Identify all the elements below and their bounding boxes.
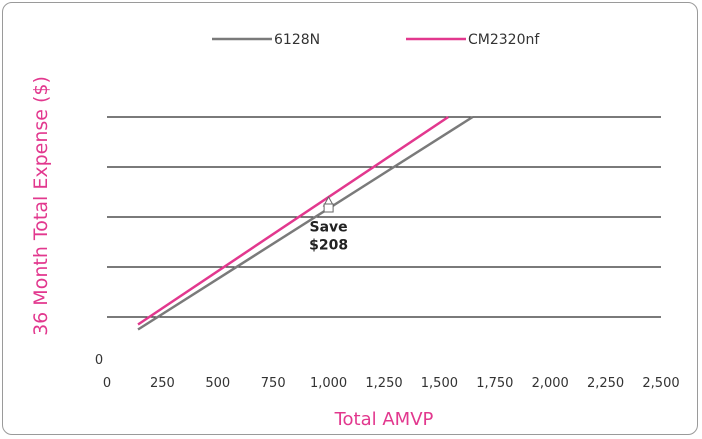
x-tick-500: 500 [205,376,230,391]
annotation: Save $208 [309,220,348,254]
x-tick-1750: 1,750 [476,376,513,391]
x-tick-labels: 0 250 500 750 1,000 1,250 1,500 1,750 2,000 2,250… [103,376,680,391]
y-axis-label: 36 Month Total Expense ($) [30,76,52,336]
legend-label-6128n: 6128N [274,32,320,48]
legend-label-cm2320nf: CM2320nf [468,32,540,48]
annotation-line-1: Save [310,220,348,236]
series-lines [137,115,474,331]
x-axis-label: Total AMVP [334,409,434,430]
series-markers [322,195,335,213]
x-tick-750: 750 [261,376,286,391]
series-line-6128n [137,115,474,331]
legend: 6128N CM2320nf [212,32,540,48]
x-tick-2000: 2,000 [532,376,569,391]
series-line-cm2320nf [137,115,449,326]
x-tick-1250: 1,250 [365,376,402,391]
y-tick-labels: 0 [95,353,103,368]
chart-frame [2,2,698,435]
x-tick-250: 250 [150,376,175,391]
x-tick-1500: 1,500 [421,376,458,391]
x-tick-1000: 1,000 [310,376,347,391]
x-tick-2250: 2,250 [587,376,624,391]
annotation-line-2: $208 [309,238,348,254]
x-tick-2500: 2,500 [642,376,679,391]
y-tick-0: 0 [95,353,103,368]
gridlines [107,116,661,318]
x-tick-0: 0 [103,376,111,391]
marker-square [323,203,334,213]
